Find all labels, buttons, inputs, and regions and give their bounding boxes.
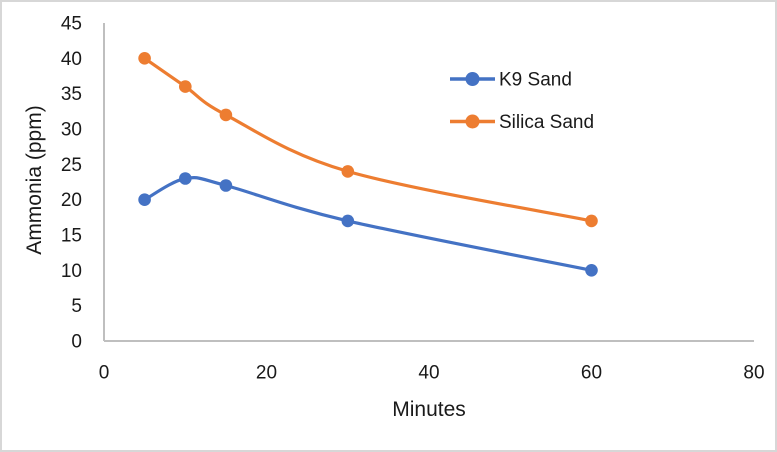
y-tick-label: 30 bbox=[61, 120, 82, 141]
legend-marker-k9-sand bbox=[465, 72, 480, 86]
y-tick-label: 45 bbox=[61, 14, 82, 35]
x-tick-label: 40 bbox=[418, 363, 439, 384]
y-tick-label: 10 bbox=[61, 261, 82, 282]
data-point-marker-silica-sand bbox=[179, 80, 192, 93]
data-point-marker-silica-sand bbox=[585, 214, 598, 228]
y-tick-label: 35 bbox=[61, 84, 82, 105]
y-tick-label: 20 bbox=[61, 190, 82, 211]
x-tick-label: 20 bbox=[256, 363, 277, 384]
data-point-marker-silica-sand bbox=[138, 52, 151, 65]
y-tick-label: 40 bbox=[61, 49, 82, 70]
data-point-marker-silica-sand bbox=[341, 165, 355, 178]
data-point-marker-k9-sand bbox=[585, 264, 598, 277]
y-tick-label: 0 bbox=[71, 332, 82, 353]
y-axis-title: Ammonia (ppm) bbox=[23, 105, 46, 255]
legend-marker-silica-sand bbox=[465, 114, 480, 129]
data-point-marker-k9-sand bbox=[179, 172, 192, 185]
data-point-marker-k9-sand bbox=[138, 193, 151, 206]
y-tick-label: 15 bbox=[61, 226, 82, 247]
x-tick-label: 0 bbox=[99, 363, 110, 384]
series-line-k9-sand bbox=[143, 175, 594, 272]
data-point-marker-k9-sand bbox=[341, 214, 355, 228]
y-tick-label: 5 bbox=[71, 296, 82, 317]
legend-label-k9-sand: K9 Sand bbox=[499, 70, 572, 91]
x-tick-label: 80 bbox=[743, 363, 764, 384]
data-point-marker-silica-sand bbox=[219, 108, 233, 122]
x-tick-label: 60 bbox=[581, 363, 602, 384]
y-tick-label: 25 bbox=[61, 155, 82, 176]
x-axis-title: Minutes bbox=[392, 398, 466, 421]
data-point-marker-k9-sand bbox=[219, 179, 233, 192]
legend-label-silica-sand: Silica Sand bbox=[499, 112, 594, 133]
